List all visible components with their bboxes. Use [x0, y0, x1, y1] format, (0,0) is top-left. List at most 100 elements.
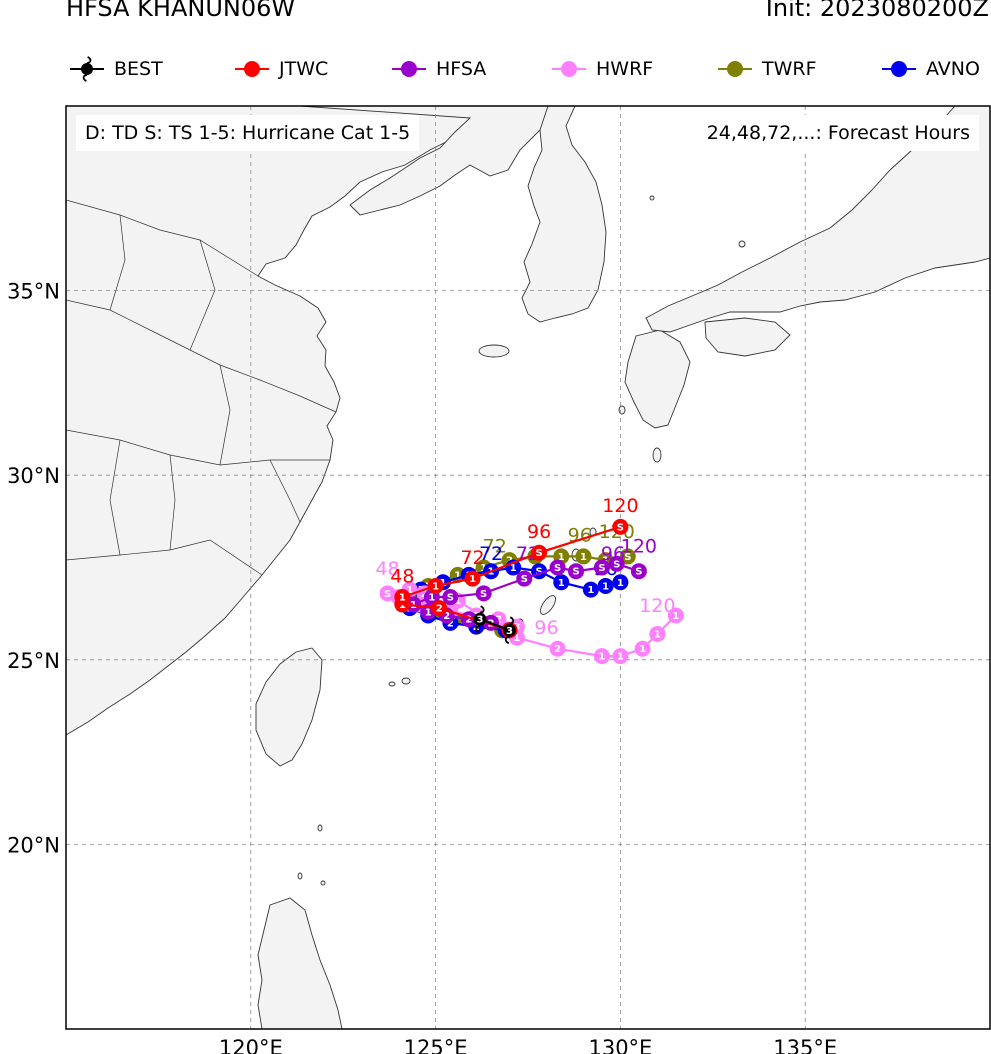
track-point [649, 625, 666, 642]
land-taiwan [255, 647, 323, 767]
intensity-label: 1 [428, 593, 435, 604]
track-point [575, 548, 592, 565]
best-track-marker [473, 605, 487, 634]
legend-item-best: BEST [66, 52, 163, 86]
legend-dot-icon [718, 61, 752, 77]
track-point [549, 640, 566, 657]
track-point [667, 607, 684, 624]
intensity-label: 1 [598, 652, 605, 663]
legend-dot-icon [552, 61, 586, 77]
legend-item-avno: AVNO [878, 52, 980, 86]
legend-dot-icon [392, 61, 426, 77]
forecast-hour-label: 120 [639, 595, 675, 617]
best-track-marker [503, 616, 517, 645]
lat-tick-label: 25°N [7, 649, 60, 673]
legend-item-hwrf: HWRF [548, 52, 653, 86]
intensity-label: S [624, 552, 631, 563]
intensity-label: S [480, 589, 487, 600]
forecast-hour-label: 72 [483, 536, 507, 558]
forecast-tracks: 32221111121111S729612032221111111S111172… [375, 495, 684, 665]
forecast-hours-key: 24,48,72,...: Forecast Hours [697, 115, 979, 151]
intensity-label: 1 [399, 600, 406, 611]
legend-dot-icon [882, 61, 916, 77]
intensity-label: 3 [476, 615, 483, 626]
lon-tick-label: 130°E [588, 1036, 652, 1054]
intensity-label: 1 [399, 593, 406, 604]
intensity-label: S [635, 567, 642, 578]
intensity-label: 1 [510, 563, 517, 574]
intensity-label: 1 [513, 633, 520, 644]
intensity-label: 1 [425, 607, 432, 618]
forecast-hour-label: 48 [390, 565, 414, 587]
intensity-key: D: TD S: TS 1-5: Hurricane Cat 1-5 [76, 115, 420, 151]
intensity-label: S [521, 574, 528, 585]
track-point [582, 581, 599, 598]
forecast-hour-label: 96 [534, 617, 558, 639]
graticule [66, 106, 990, 1029]
legend-label: JTWC [279, 58, 329, 80]
forecast-hour-label: 48 [375, 558, 399, 580]
intensity-label: 1 [558, 552, 565, 563]
lon-tick-label: 120°E [219, 1036, 283, 1054]
track-point [394, 589, 411, 606]
lat-tick-label: 30°N [7, 464, 60, 488]
legend-dot-icon [235, 61, 269, 77]
lat-tick-label: 20°N [7, 833, 60, 857]
land-okinawa [540, 595, 556, 615]
track-point [612, 648, 629, 665]
intensity-label: 1 [580, 552, 587, 563]
intensity-label: S [447, 593, 454, 604]
forecast-hour-label: 96 [601, 543, 625, 565]
intensity-label: 1 [602, 581, 609, 592]
track-point [516, 570, 533, 587]
track-line [400, 566, 621, 632]
legend-item-twrf: TWRF [714, 52, 817, 86]
hurricane-symbol [81, 56, 93, 82]
intensity-label: 2 [465, 615, 472, 626]
track-best: 33 [473, 605, 517, 645]
intensity-label: 1 [672, 611, 679, 622]
intensity-label: 2 [443, 611, 450, 622]
forecast-hour-label: 72 [460, 547, 484, 569]
track-point [464, 570, 481, 587]
intensity-label: 2 [436, 604, 443, 615]
axis-ticks: 120°E 125°E 130°E 135°E 20°N 25°N 30°N 35°N [7, 280, 837, 1054]
track-point [630, 563, 647, 580]
track-point [593, 648, 610, 665]
track-point [431, 600, 448, 617]
track-point [379, 585, 396, 602]
plot-frame [65, 105, 991, 1030]
forecast-hour-label: 120 [621, 536, 657, 558]
track-point [553, 574, 570, 591]
land-luzon [257, 897, 343, 1029]
legend-label: TWRF [762, 58, 817, 80]
track-point [597, 577, 614, 594]
intensity-label: S [554, 563, 561, 574]
legend-item-jtwc: JTWC [231, 52, 328, 86]
legend-item-hfsa: HFSA [388, 52, 486, 86]
track-point [531, 544, 548, 561]
track-point [568, 563, 585, 580]
lon-tick-label: 125°E [404, 1036, 468, 1054]
land-kyushu [624, 329, 691, 429]
intensity-label: 1 [454, 570, 461, 581]
track-point [612, 574, 629, 591]
forecast-hour-label: 72 [479, 543, 503, 565]
intensity-label: 1 [558, 578, 565, 589]
intensity-label: 1 [406, 585, 413, 596]
plot-area: 32221111121111S729612032221111111S111172… [66, 106, 990, 1029]
legend-label: HFSA [436, 58, 487, 80]
intensity-label: 1 [654, 629, 661, 640]
intensity-label: S [535, 567, 542, 578]
track-point [475, 585, 492, 602]
land-liaodong [299, 106, 561, 216]
intensity-label: S [535, 548, 542, 559]
intensity-label: 1 [469, 574, 476, 585]
land-korea [521, 106, 607, 323]
track-point [634, 640, 651, 657]
intensity-label: 2 [447, 618, 454, 629]
intensity-label: 1 [617, 578, 624, 589]
legend-label: AVNO [926, 58, 980, 80]
init-time: Init: 2023080200Z [765, 0, 989, 22]
